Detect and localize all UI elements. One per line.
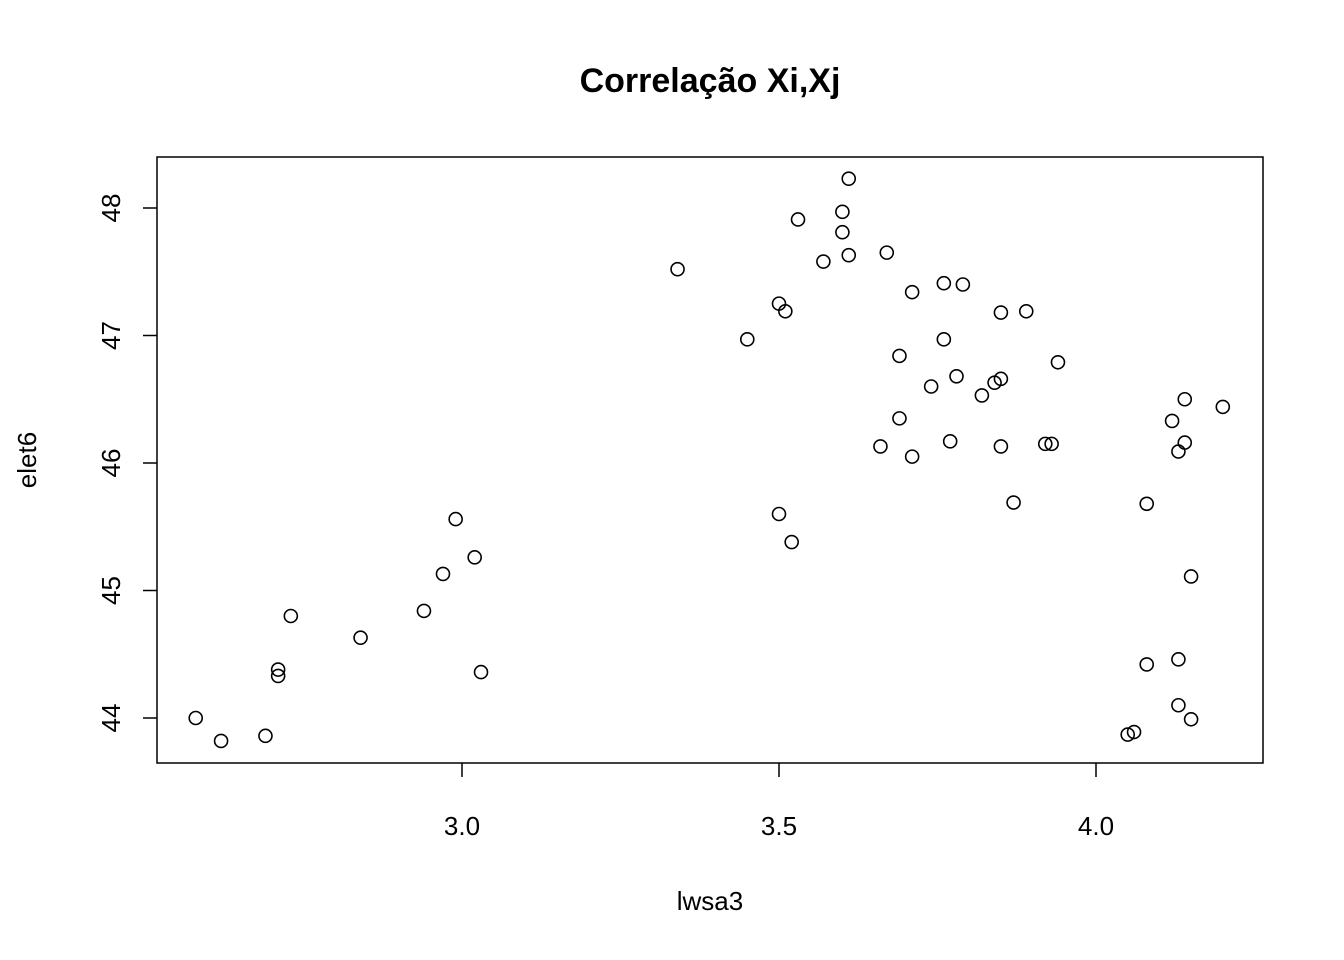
data-point (835, 204, 850, 220)
data-point (448, 511, 463, 527)
data-point (1037, 436, 1053, 452)
data-point (936, 275, 952, 291)
data-point (473, 664, 489, 680)
data-point (188, 710, 204, 726)
data-point (416, 603, 432, 619)
data-point (353, 630, 368, 645)
data-point (923, 379, 939, 394)
y-tick-label: 48 (96, 194, 126, 223)
plot-frame (156, 156, 1264, 764)
data-point (270, 668, 286, 684)
data-point (1177, 435, 1193, 450)
data-point (873, 439, 888, 454)
x-tick-label: 3.5 (761, 811, 797, 841)
data-point (1183, 711, 1199, 727)
data-point (936, 332, 952, 347)
x-axis: 3.0 3.5 4.0 (444, 763, 1114, 841)
data-point (1183, 569, 1199, 584)
data-point (213, 733, 229, 749)
x-tick-label: 3.0 (444, 811, 480, 841)
y-tick-label: 45 (96, 576, 126, 605)
data-point (1171, 697, 1186, 713)
data-point (435, 566, 451, 582)
data-point (467, 550, 482, 565)
data-point (904, 449, 920, 464)
data-point (993, 305, 1009, 320)
data-point (1006, 495, 1021, 510)
data-point (949, 368, 964, 384)
chart-title: Correlação Xi,Xj (580, 62, 841, 100)
data-point (955, 277, 971, 292)
x-axis-label: lwsa3 (677, 886, 743, 916)
data-point (778, 303, 793, 319)
data-point (892, 411, 907, 426)
y-tick-label: 46 (96, 449, 126, 478)
data-point (993, 371, 1009, 387)
data-point (1120, 727, 1135, 742)
data-point (270, 662, 286, 677)
data-point (816, 254, 831, 269)
data-point (1171, 444, 1186, 459)
data-point (1050, 354, 1066, 370)
y-axis: 44 45 46 47 48 (96, 194, 157, 733)
data-point (1215, 399, 1231, 415)
data-point (784, 534, 799, 550)
data-point (1126, 724, 1142, 740)
data-point (841, 171, 857, 186)
x-tick-label: 4.0 (1078, 811, 1114, 841)
data-point (892, 348, 907, 364)
data-point (258, 728, 273, 744)
data-point (879, 245, 895, 260)
data-point (1018, 303, 1034, 319)
y-tick-label: 44 (96, 704, 126, 733)
data-point (771, 506, 787, 522)
data-point (993, 439, 1009, 454)
data-point (1164, 413, 1180, 429)
data-point (1171, 652, 1186, 667)
y-axis-label: elet6 (12, 432, 42, 488)
data-point (841, 247, 857, 263)
data-point (283, 608, 299, 624)
data-point (835, 224, 850, 240)
data-point (1139, 657, 1155, 672)
data-point (1044, 436, 1059, 452)
data-point (790, 212, 806, 227)
y-tick-label: 47 (96, 321, 126, 350)
data-point (739, 332, 755, 347)
data-point (942, 434, 958, 449)
data-point (1177, 391, 1193, 407)
data-point (974, 388, 990, 403)
data-points (188, 171, 1231, 749)
data-point (904, 284, 920, 300)
data-point (1139, 496, 1155, 512)
data-point (670, 261, 685, 277)
